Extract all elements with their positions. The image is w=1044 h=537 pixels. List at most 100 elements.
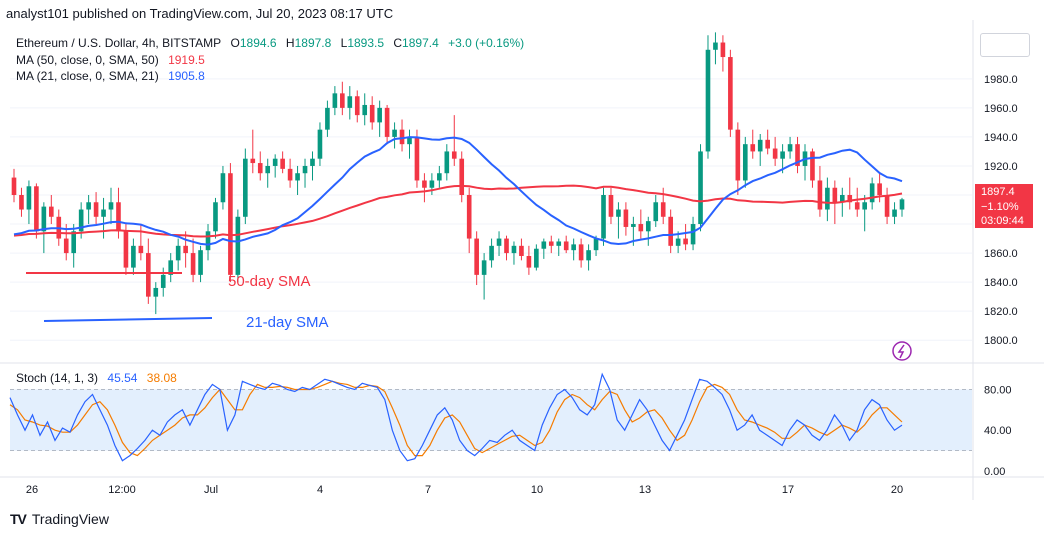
candle[interactable] (377, 100, 382, 137)
candle[interactable] (563, 235, 569, 254)
candle[interactable] (720, 35, 726, 72)
candle[interactable] (265, 158, 271, 188)
candle[interactable] (243, 148, 248, 225)
candle[interactable] (862, 195, 868, 232)
candle[interactable] (608, 187, 614, 225)
candle[interactable] (772, 136, 778, 166)
candle[interactable] (26, 180, 32, 225)
candle[interactable] (586, 244, 591, 271)
candle[interactable] (384, 104, 390, 145)
candle[interactable] (213, 197, 218, 239)
candle[interactable] (526, 245, 532, 275)
candle[interactable] (325, 100, 330, 137)
candle[interactable] (698, 144, 703, 232)
candle[interactable] (168, 253, 174, 283)
candle[interactable] (93, 192, 99, 225)
tradingview-brand[interactable]: TV TradingView (10, 511, 109, 527)
candle[interactable] (548, 235, 554, 254)
candle[interactable] (571, 238, 576, 261)
candle[interactable] (123, 224, 129, 275)
candle[interactable] (205, 224, 211, 261)
candle[interactable] (556, 238, 562, 256)
candle[interactable] (645, 216, 651, 246)
candle[interactable] (466, 187, 472, 254)
candle[interactable] (504, 235, 509, 261)
candle[interactable] (892, 202, 897, 225)
candle[interactable] (534, 244, 539, 271)
candle[interactable] (578, 238, 584, 268)
candle[interactable] (146, 238, 151, 304)
candle[interactable] (601, 187, 606, 246)
candle[interactable] (302, 158, 308, 188)
candle[interactable] (489, 238, 494, 268)
candle[interactable] (825, 177, 830, 222)
candle[interactable] (86, 195, 91, 225)
candle[interactable] (757, 134, 763, 166)
candle[interactable] (131, 238, 136, 275)
candle[interactable] (272, 154, 278, 178)
candle[interactable] (854, 187, 860, 217)
candle[interactable] (41, 202, 47, 254)
candle[interactable] (369, 96, 375, 130)
candle[interactable] (795, 136, 800, 174)
candle[interactable] (183, 231, 188, 268)
candle[interactable] (690, 216, 696, 251)
candle[interactable] (705, 35, 711, 159)
candle[interactable] (362, 93, 368, 126)
candle[interactable] (437, 165, 442, 188)
candle[interactable] (713, 32, 718, 65)
candle[interactable] (392, 122, 397, 149)
candle[interactable] (153, 282, 159, 315)
candle[interactable] (541, 238, 547, 259)
candle[interactable] (414, 129, 420, 188)
candle[interactable] (683, 224, 688, 251)
candle[interactable] (310, 151, 315, 181)
candle[interactable] (653, 195, 659, 227)
candle[interactable] (877, 173, 882, 203)
candle[interactable] (257, 151, 263, 181)
candle[interactable] (444, 144, 450, 181)
candle[interactable] (340, 81, 345, 116)
chart-settings-box[interactable] (980, 33, 1030, 57)
stoch-label[interactable]: Stoch (14, 1, 3) (16, 371, 99, 385)
candle[interactable] (160, 267, 166, 297)
candle[interactable] (190, 238, 196, 283)
candle[interactable] (847, 177, 853, 210)
candle[interactable] (407, 129, 412, 159)
candle[interactable] (250, 129, 256, 174)
candle[interactable] (354, 90, 360, 123)
candle[interactable] (481, 253, 487, 300)
candle[interactable] (451, 115, 457, 166)
candle[interactable] (138, 224, 144, 261)
candle[interactable] (869, 177, 875, 210)
candle[interactable] (228, 163, 233, 283)
alert-icon[interactable] (892, 341, 912, 361)
candle[interactable] (101, 197, 106, 239)
candle[interactable] (317, 122, 323, 166)
candle[interactable] (459, 151, 465, 203)
candle[interactable] (742, 136, 748, 188)
candle[interactable] (287, 158, 293, 188)
candle[interactable] (198, 245, 203, 283)
candle[interactable] (765, 129, 770, 155)
candle[interactable] (616, 202, 621, 239)
candle[interactable] (735, 122, 741, 195)
candle[interactable] (399, 119, 405, 152)
candle[interactable] (519, 238, 524, 261)
candle[interactable] (175, 238, 181, 271)
candle[interactable] (474, 231, 479, 286)
candle[interactable] (802, 144, 808, 181)
candle[interactable] (295, 165, 300, 195)
candle[interactable] (511, 241, 517, 265)
candle[interactable] (750, 129, 756, 159)
candle[interactable] (71, 224, 77, 268)
candle[interactable] (235, 209, 241, 283)
candle[interactable] (347, 86, 353, 120)
ma50-label[interactable]: MA (50, close, 0, SMA, 50) (16, 52, 159, 67)
candle[interactable] (19, 187, 24, 217)
symbol-title[interactable]: Ethereum / U.S. Dollar, 4h, BITSTAMP (16, 36, 222, 50)
candle[interactable] (11, 168, 17, 203)
candle[interactable] (810, 148, 815, 188)
candle[interactable] (899, 197, 905, 217)
